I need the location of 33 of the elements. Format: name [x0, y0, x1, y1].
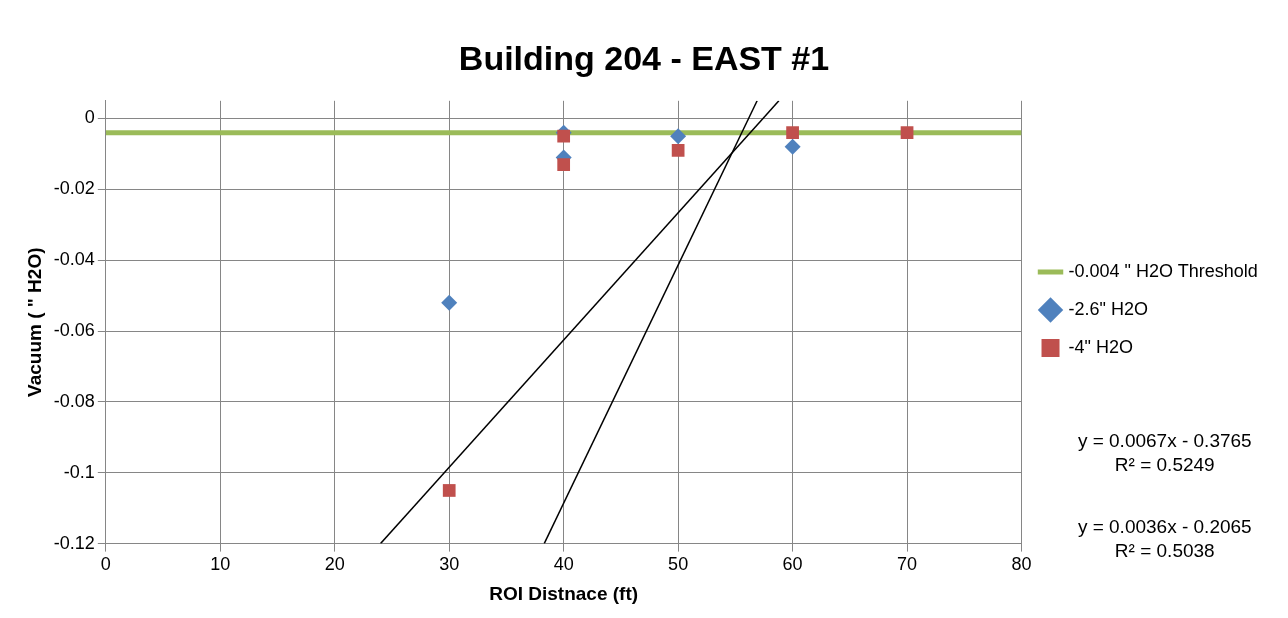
x-tick-label: 50 [668, 554, 689, 575]
point [441, 294, 458, 311]
y-tick-label: -0.1 [63, 461, 95, 482]
point [786, 126, 799, 140]
point [671, 144, 685, 157]
y-tick-label: -0.04 [53, 249, 95, 270]
point [670, 128, 687, 145]
y-tick-label: -0.06 [53, 320, 95, 341]
x-tick-label: 20 [324, 554, 345, 575]
point [557, 129, 571, 143]
point [557, 158, 571, 171]
point [442, 484, 456, 497]
x-tick-label: 60 [782, 554, 803, 575]
x-axis-title: ROI Distnace (ft) [489, 582, 639, 604]
x-tick-label: 40 [553, 554, 574, 575]
y-axis-title: Vacuum ( " H2O) [23, 247, 45, 397]
x-tick-label: 80 [1011, 554, 1032, 575]
chart-title: Building 204 - EAST #1 [458, 38, 830, 77]
x-tick-label: 70 [897, 554, 918, 575]
x-tick-label: 10 [210, 554, 231, 575]
legend-label: -4" H2O [1068, 336, 1133, 357]
x-tick-label: 30 [439, 554, 460, 575]
y-tick-label: -0.08 [53, 390, 95, 411]
point [900, 126, 914, 140]
legend-label: -0.004 " H2O Threshold [1068, 260, 1258, 281]
y-tick-label: -0.12 [53, 532, 95, 553]
y-tick-label: -0.02 [53, 178, 95, 199]
text: y = 0.0067x - 0.3765 R² = 0.5249 [1077, 429, 1252, 475]
point [784, 138, 801, 155]
y-tick-label: 0 [84, 107, 95, 128]
text: y = 0.0036x - 0.2065 R² = 0.5038 [1077, 515, 1252, 561]
x-tick-label: 0 [100, 554, 111, 575]
legend-label: -2.6" H2O [1068, 298, 1148, 319]
